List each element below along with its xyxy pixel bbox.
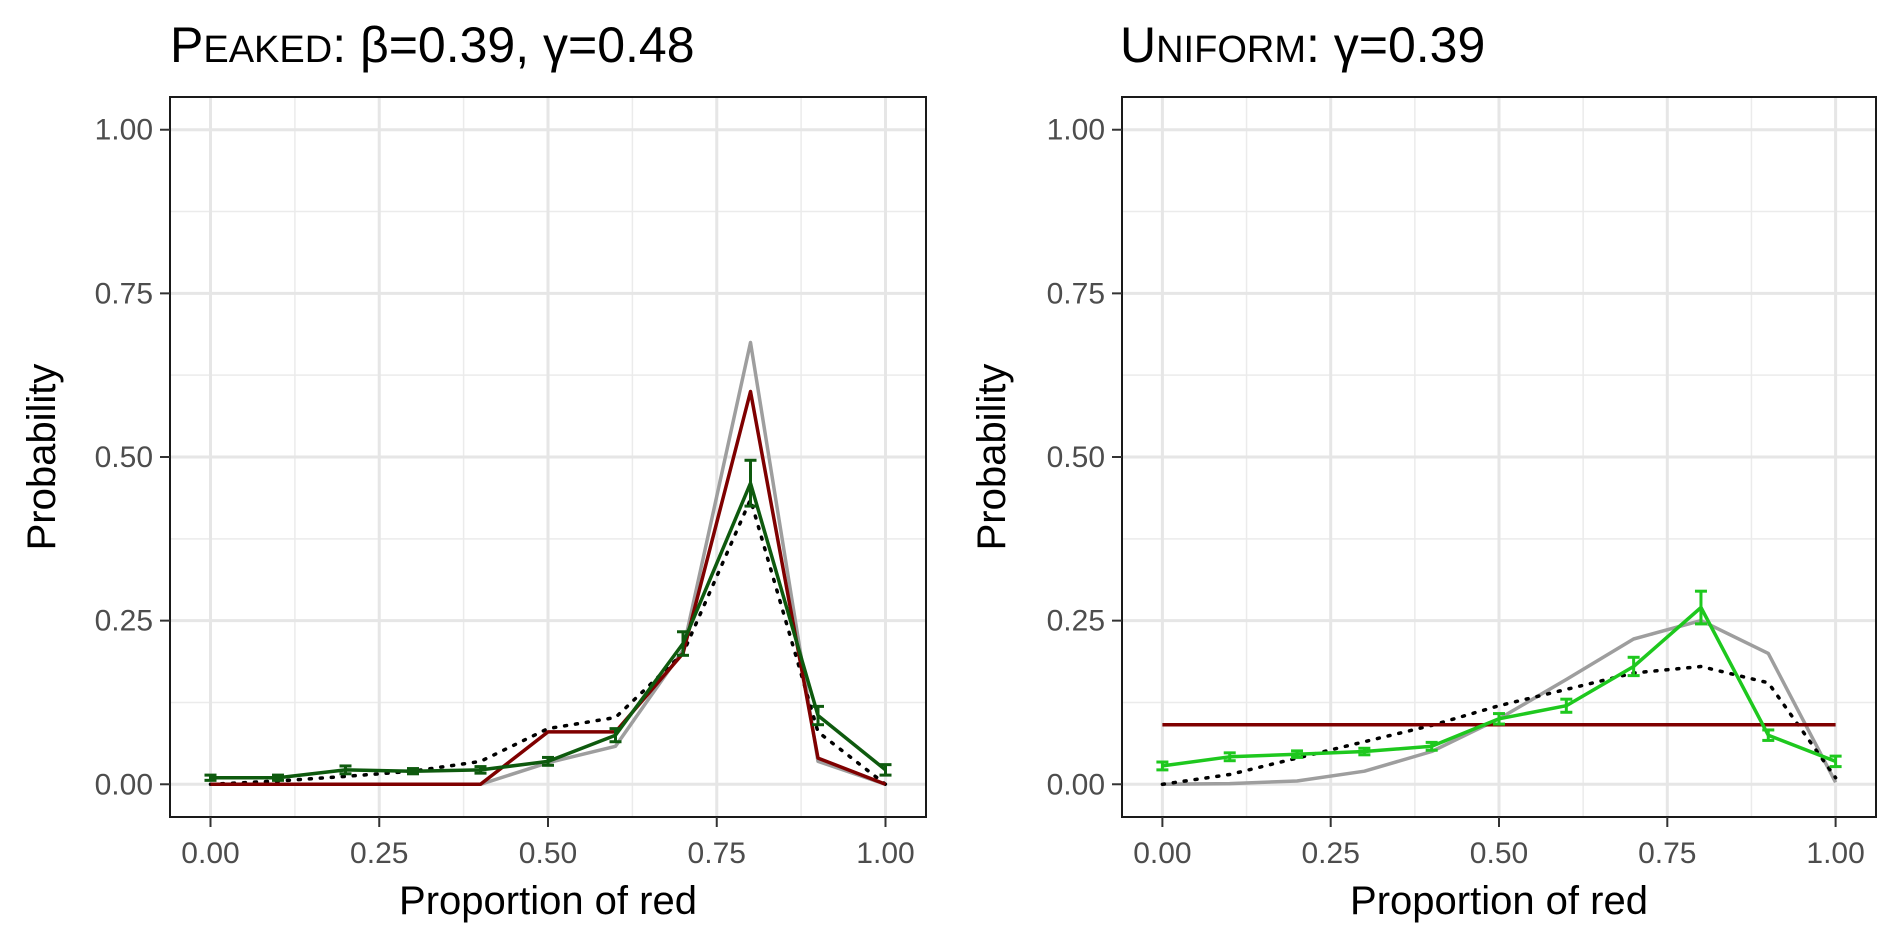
y-tick-label: 1.00 [95,114,153,147]
y-tick-label: 0.75 [95,277,153,310]
errorbar [879,763,892,777]
errorbar [204,773,217,782]
chart-title: UNIFORM: γ=0.39 [1120,17,1485,73]
y-axis-title: Probability [20,364,64,551]
errorbar [407,767,419,776]
chart-title: PEAKED: β=0.39, γ=0.48 [170,17,695,73]
y-axis-title: Probability [970,364,1014,551]
y-tick-label: 0.00 [95,768,153,801]
y-tick-label: 0.50 [95,441,153,474]
grid [1122,97,1876,817]
errorbar [1291,749,1304,759]
errorbar [1156,760,1169,772]
errorbar [812,704,824,727]
x-tick-label: 1.00 [856,837,914,870]
title-smallcaps: EAKED [203,29,332,71]
errorbar [1560,697,1573,714]
title-lead: P [170,17,203,73]
title-lead: U [1120,17,1156,73]
errorbar [1425,740,1438,752]
title-rest: : β=0.39, γ=0.48 [332,17,694,73]
panel-uniform: 0.00 0.25 0.50 0.75 1.00 0.00 0.25 0.50 0.75 1.00… [970,17,1877,923]
x-tick-label: 0.25 [1302,837,1360,870]
series-group [204,340,892,787]
errorbar [1358,746,1371,757]
errorbar [677,630,689,657]
x-tick-label: 0.00 [181,837,239,870]
x-tick-label: 0.75 [688,837,746,870]
y-tick-label: 0.25 [95,605,153,638]
title-smallcaps: NIFORM [1156,29,1306,71]
y-tick-label: 0.25 [1047,605,1105,638]
errorbar [1627,655,1640,678]
errorbar [1829,754,1842,769]
y-tick-label: 0.00 [1047,768,1105,801]
panel-peaked: 0.00 0.25 0.50 0.75 1.00 0.00 0.25 0.50 0.75 1.00… [20,17,927,923]
x-tick-label: 0.50 [1470,837,1528,870]
errorbar [744,458,757,508]
errorbar [1694,589,1707,626]
errorbar [1223,751,1236,763]
errorbar [272,773,284,782]
errorbar [1762,728,1775,742]
errorbar [339,764,352,776]
series-line [210,389,887,787]
series-line [208,497,888,787]
y-tick-label: 0.75 [1047,277,1105,310]
y-tick-label: 1.00 [1047,114,1105,147]
x-tick-label: 0.00 [1133,837,1191,870]
x-tick-label: 1.00 [1806,837,1864,870]
errorbar [474,765,487,775]
series-line [1160,664,1838,787]
x-tick-label: 0.50 [519,837,577,870]
y-tick-label: 0.50 [1047,441,1105,474]
x-tick-label: 0.75 [1638,837,1696,870]
errorbar [609,727,622,744]
series-group [1156,589,1842,787]
title-rest: : γ=0.39 [1306,17,1485,73]
errorbar [542,755,554,767]
errorbar [1493,712,1505,726]
x-tick-label: 0.25 [350,837,408,870]
x-axis-title: Proportion of red [1350,879,1648,923]
x-axis-title: Proportion of red [399,879,697,923]
